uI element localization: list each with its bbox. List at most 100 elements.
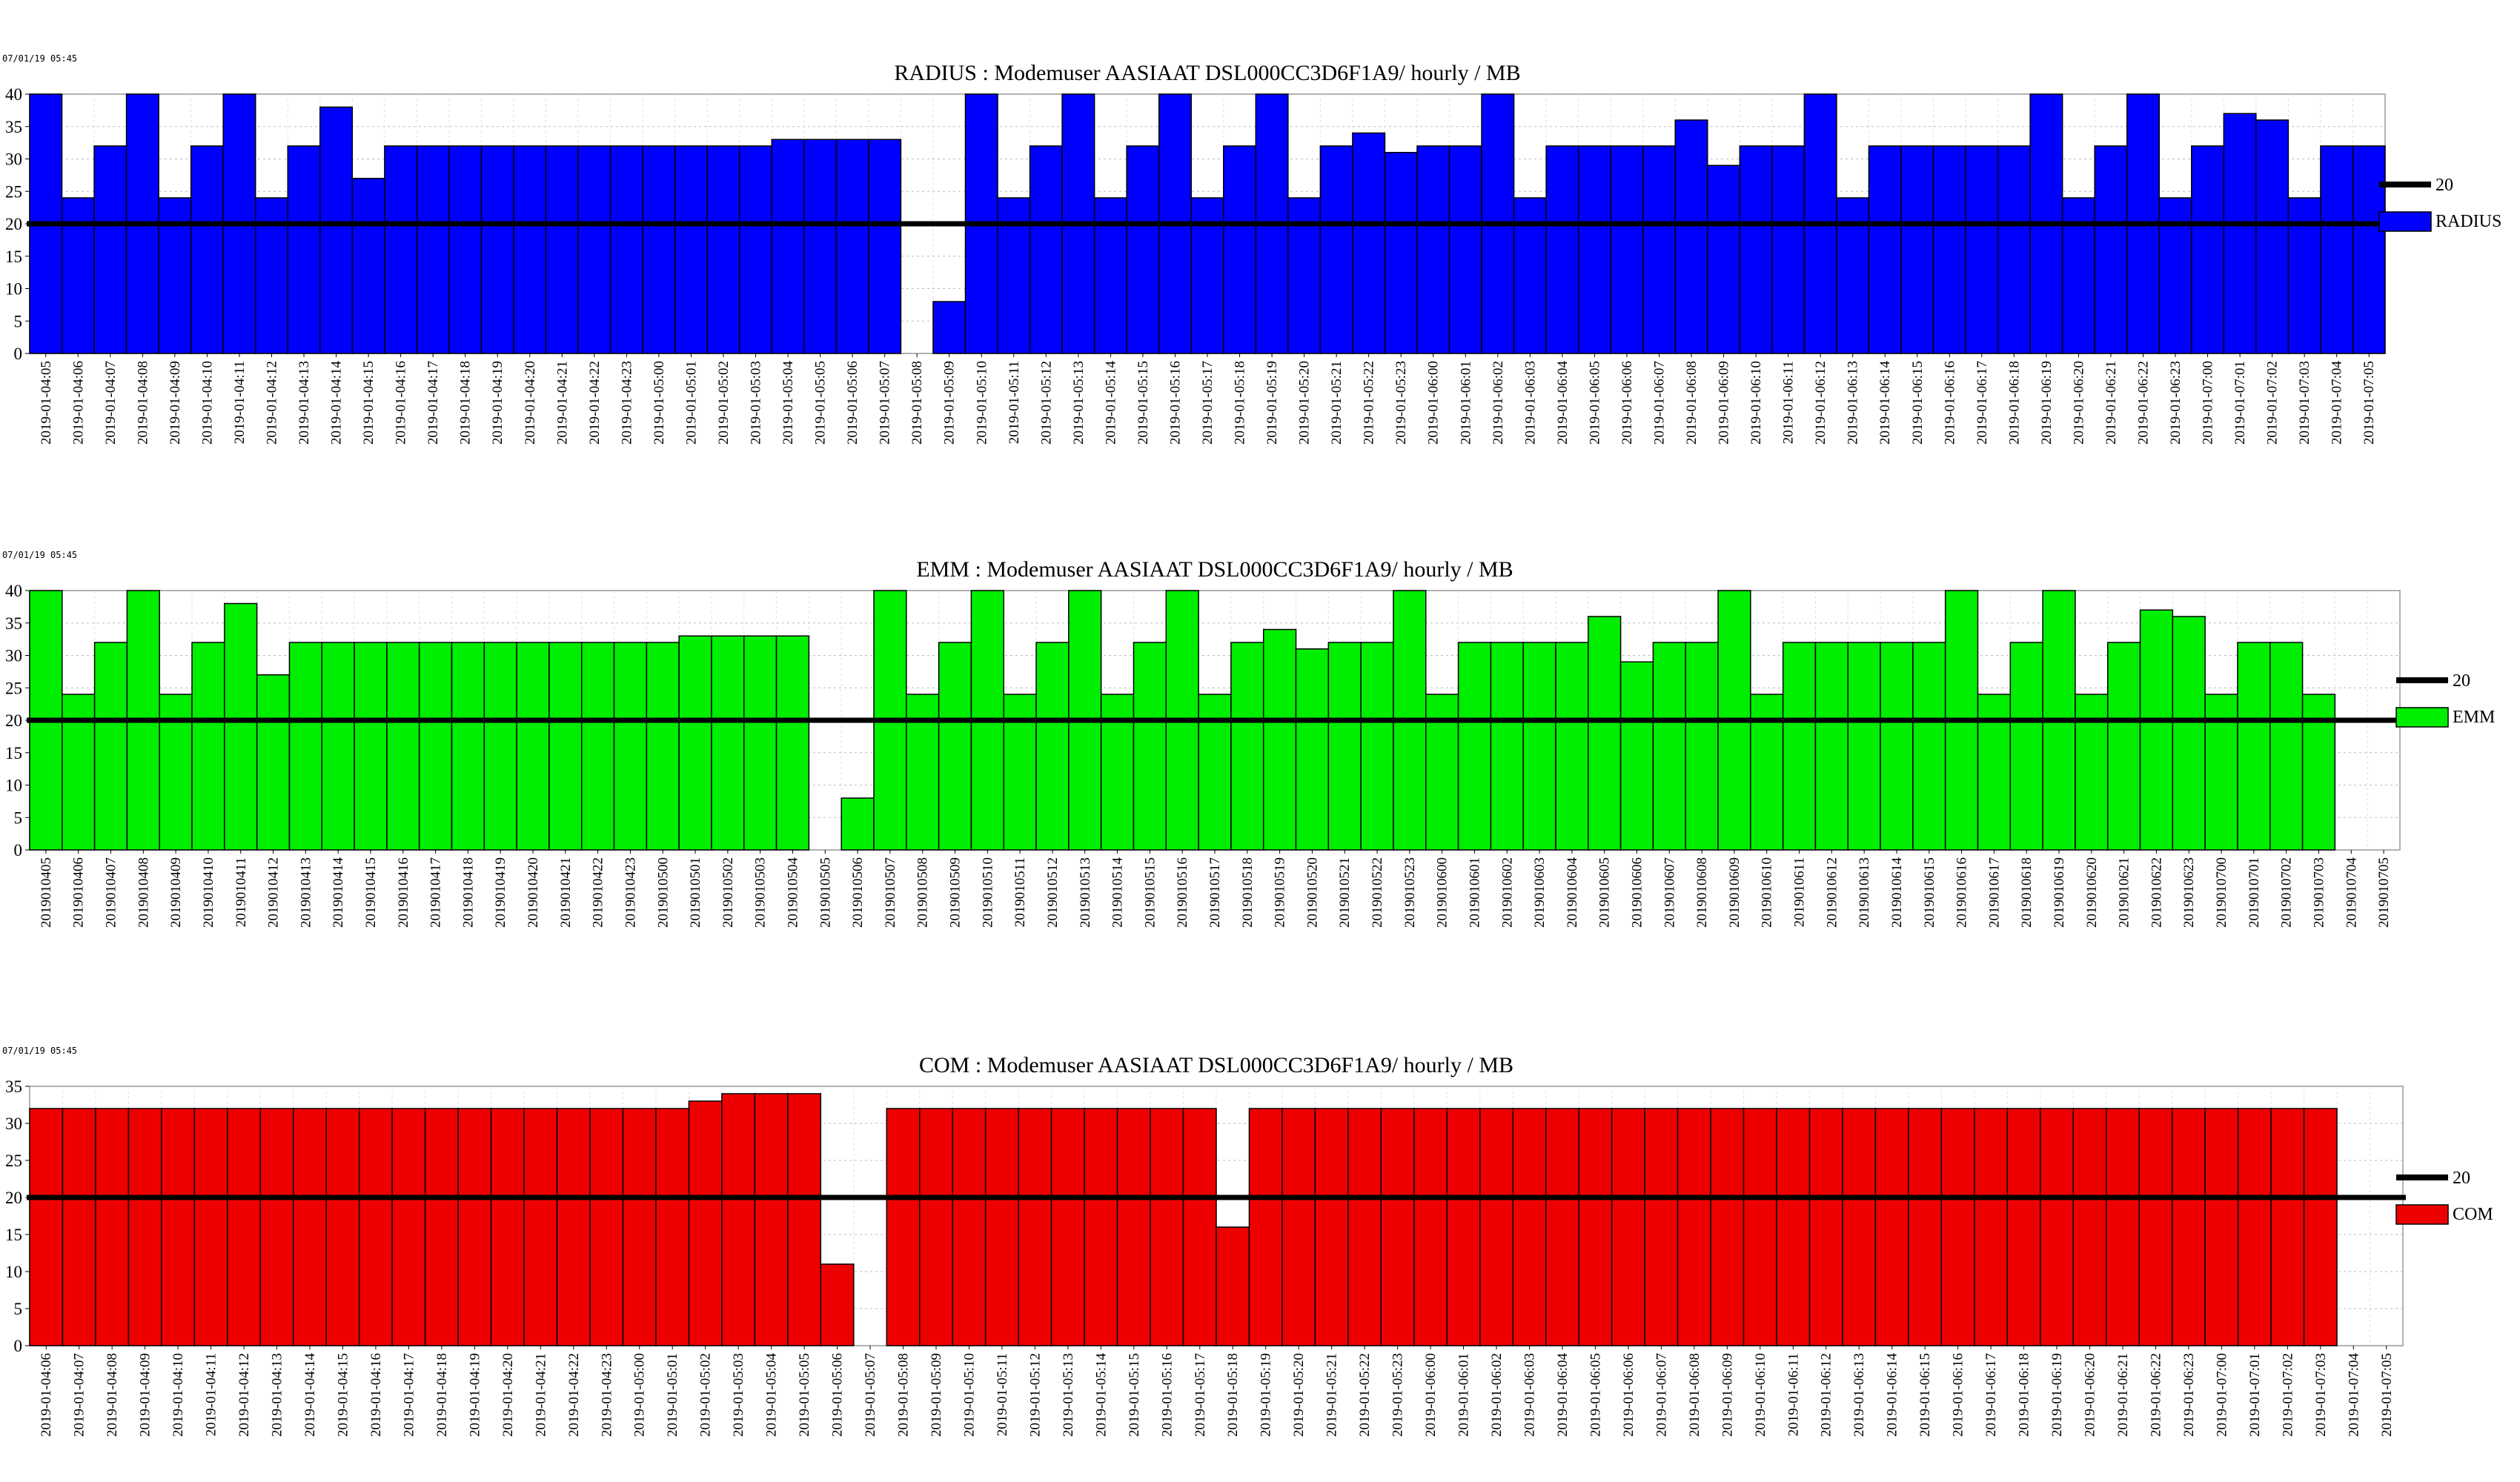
x-tick-label: 2019-01-04:17 (401, 1353, 417, 1437)
bar (1182, 1108, 1217, 1346)
x-tick-label: 2019-01-05:23 (1393, 361, 1409, 445)
bar (424, 1108, 459, 1346)
x-tick-label: 2019010610 (1760, 857, 1775, 928)
bar (1248, 1108, 1283, 1346)
x-tick-label: 2019-01-04:09 (168, 361, 183, 445)
x-tick-label: 2019-01-06:00 (1426, 361, 1442, 445)
x-tick-label: 2019-01-06:21 (2115, 1353, 2131, 1437)
x-tick-label: 2019010614 (1889, 857, 1905, 928)
y-tick-label: 40 (5, 582, 22, 600)
y-tick-label: 20 (5, 1189, 22, 1207)
x-tick-label: 2019-01-05:00 (632, 1353, 648, 1437)
bar (29, 1108, 64, 1346)
legend-bar-label: RADIUS (2436, 212, 2501, 231)
x-tick-label: 2019-01-04:19 (490, 361, 505, 445)
x-tick-label: 2019-01-05:14 (1093, 1353, 1109, 1437)
bar (319, 106, 354, 354)
bar (1842, 1108, 1877, 1346)
bar (1610, 145, 1644, 354)
bar (93, 145, 127, 354)
x-tick-label: 2019010421 (558, 857, 574, 928)
bar (386, 642, 420, 851)
bar (1710, 1108, 1745, 1346)
bar (771, 139, 805, 354)
x-tick-label: 2019-01-04:19 (467, 1353, 483, 1437)
x-tick-label: 2019-01-04:14 (329, 361, 345, 445)
legend-threshold-label: 20 (2453, 671, 2470, 691)
x-tick-label: 2019-01-05:23 (1390, 1353, 1406, 1437)
x-tick-label: 2019-01-06:14 (1877, 361, 1893, 445)
x-tick-label: 2019-01-05:07 (878, 361, 893, 445)
x-tick-label: 2019-01-04:05 (39, 361, 54, 445)
x-tick-label: 2019-01-05:13 (1061, 1353, 1076, 1437)
bar (416, 145, 450, 354)
y-tick-label: 10 (5, 280, 22, 299)
bar (1814, 642, 1849, 851)
x-tick-label: 2019010513 (1078, 857, 1093, 928)
bar (1611, 1108, 1645, 1346)
x-tick-label: 2019-01-05:02 (716, 361, 732, 445)
x-tick-label: 2019-01-05:09 (929, 1353, 944, 1437)
x-tick-label: 2019-01-05:20 (1297, 361, 1313, 445)
chart-panel-2: 07/01/19 05:45 COM : Modemuser AASIAAT DS… (2, 1046, 2493, 1437)
bar (678, 635, 712, 851)
x-tick-label: 2019-01-06:06 (1621, 1353, 1637, 1437)
x-tick-label: 2019-01-04:11 (204, 1353, 219, 1436)
x-tick-label: 2019010417 (428, 857, 444, 928)
bar (2223, 113, 2257, 354)
chart-panel-0: 07/01/19 05:45 RADIUS : Modemuser AASIAAT… (2, 53, 2501, 445)
x-tick-label: 2019010407 (104, 857, 119, 928)
bar (2139, 609, 2174, 851)
x-tick-label: 2019010611 (1792, 857, 1808, 927)
bar (1116, 1108, 1151, 1346)
x-tick-label: 2019-01-07:01 (2247, 1353, 2263, 1437)
x-tick-label: 2019-01-06:05 (1587, 361, 1602, 445)
bar (1029, 145, 1063, 354)
x-tick-label: 2019010603 (1532, 857, 1548, 928)
bar (589, 1108, 624, 1346)
bar (193, 1108, 228, 1346)
x-tick-label: 2019010509 (948, 857, 964, 928)
x-tick-label: 2019010502 (720, 857, 736, 928)
x-tick-label: 2019010701 (2247, 857, 2262, 928)
x-tick-label: 2019-01-04:18 (434, 1353, 450, 1437)
bar (1216, 1226, 1250, 1346)
x-tick-label: 2019-01-05:22 (1357, 1353, 1373, 1437)
x-tick-label: 2019-01-06:02 (1491, 361, 1506, 445)
y-tick-label: 20 (5, 711, 22, 730)
x-tick-label: 2019-01-06:23 (2168, 361, 2184, 445)
bar (2237, 642, 2271, 851)
x-tick-label: 2019-01-04:08 (135, 361, 150, 445)
x-tick-label: 2019010615 (1922, 857, 1937, 928)
bar (62, 1108, 96, 1346)
x-tick-label: 2019010608 (1694, 857, 1710, 928)
x-tick-label: 2019-01-06:10 (1753, 1353, 1768, 1437)
bar (2072, 1108, 2107, 1346)
x-tick-label: 2019-01-05:09 (942, 361, 958, 445)
bar (480, 145, 514, 354)
x-tick-label: 2019-01-06:05 (1588, 1353, 1603, 1437)
bar (1446, 1108, 1481, 1346)
x-tick-label: 2019010503 (753, 857, 769, 928)
bar (1900, 145, 1934, 354)
x-tick-label: 2019-01-04:10 (199, 361, 215, 445)
bar (256, 674, 291, 851)
x-tick-label: 2019-01-06:04 (1555, 361, 1571, 445)
x-tick-label: 2019010414 (331, 857, 346, 928)
x-tick-label: 2019010504 (785, 857, 800, 928)
x-tick-label: 2019010520 (1304, 857, 1320, 928)
x-tick-label: 2019-01-05:01 (665, 1353, 680, 1437)
bar (448, 145, 483, 354)
bar (2270, 1108, 2305, 1346)
x-tick-label: 2019-01-04:20 (523, 361, 538, 445)
bar (1223, 145, 1257, 354)
x-tick-label: 2019-01-07:02 (2280, 1353, 2295, 1437)
bar (1314, 1108, 1349, 1346)
x-tick-label: 2019010412 (266, 857, 282, 928)
x-tick-label: 2019-01-05:19 (1259, 1353, 1274, 1437)
bar (1281, 1108, 1316, 1346)
bar (952, 1108, 987, 1346)
y-tick-label: 15 (5, 247, 22, 266)
bar (1739, 145, 1773, 354)
chart-title: RADIUS : Modemuser AASIAAT DSL000CC3D6F1… (894, 61, 1520, 85)
